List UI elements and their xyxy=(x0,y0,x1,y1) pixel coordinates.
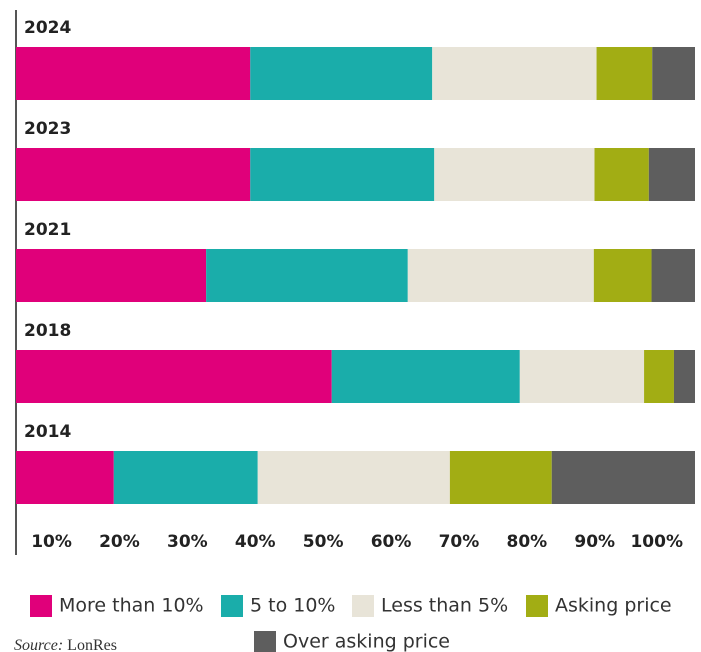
legend-swatch xyxy=(254,631,276,652)
bar-segment xyxy=(331,350,520,403)
source: Source: LonRes xyxy=(14,637,117,652)
x-tick-label: 70% xyxy=(439,532,480,552)
legend-swatch xyxy=(352,595,374,617)
bar-segment xyxy=(113,451,258,504)
bar-segment xyxy=(673,350,695,403)
x-tick-label: 90% xyxy=(574,532,615,552)
bar-segment xyxy=(407,249,594,302)
legend-swatch xyxy=(526,595,548,617)
category-label: 2014 xyxy=(24,422,71,442)
x-tick-label: 80% xyxy=(506,532,547,552)
bar-segment xyxy=(652,47,695,100)
category-label: 2024 xyxy=(24,18,71,38)
bar-segment xyxy=(250,47,433,100)
bar-segment xyxy=(16,249,207,302)
bar-segment xyxy=(206,249,408,302)
bar-segment xyxy=(644,350,674,403)
x-tick-label: 40% xyxy=(235,532,276,552)
legend-label: Less than 5% xyxy=(381,595,508,617)
legend-swatch xyxy=(221,595,243,617)
bar-segment xyxy=(519,350,645,403)
x-tick-label: 30% xyxy=(167,532,208,552)
bar-segment xyxy=(593,249,652,302)
bar-segment xyxy=(16,451,114,504)
bar-segment xyxy=(596,47,653,100)
bar-segment xyxy=(257,451,450,504)
category-label: 2021 xyxy=(24,220,71,240)
x-tick-label: 60% xyxy=(371,532,412,552)
bar-segment xyxy=(648,148,695,201)
x-tick-label: 100% xyxy=(630,532,683,552)
bar-segment xyxy=(16,47,251,100)
legend-label: 5 to 10% xyxy=(250,595,335,617)
category-label: 2018 xyxy=(24,321,71,341)
bar-segment xyxy=(434,148,595,201)
legend-label: More than 10% xyxy=(59,595,204,617)
bar-segment xyxy=(16,148,251,201)
legend-label: Asking price xyxy=(555,595,672,617)
bar-segment xyxy=(16,350,332,403)
legend-label: Over asking price xyxy=(283,631,450,652)
x-tick-label: 20% xyxy=(99,532,140,552)
bar-segment xyxy=(594,148,649,201)
legend-swatch xyxy=(30,595,52,617)
bar-segment xyxy=(651,249,695,302)
bar-segment xyxy=(250,148,435,201)
bar-segment xyxy=(449,451,552,504)
bar-segment xyxy=(432,47,597,100)
source-name: LonRes xyxy=(67,637,117,652)
x-tick-label: 50% xyxy=(303,532,344,552)
category-label: 2023 xyxy=(24,119,71,139)
bar-segment xyxy=(551,451,695,504)
x-tick-label: 10% xyxy=(31,532,72,552)
source-label: Source: xyxy=(14,637,63,652)
